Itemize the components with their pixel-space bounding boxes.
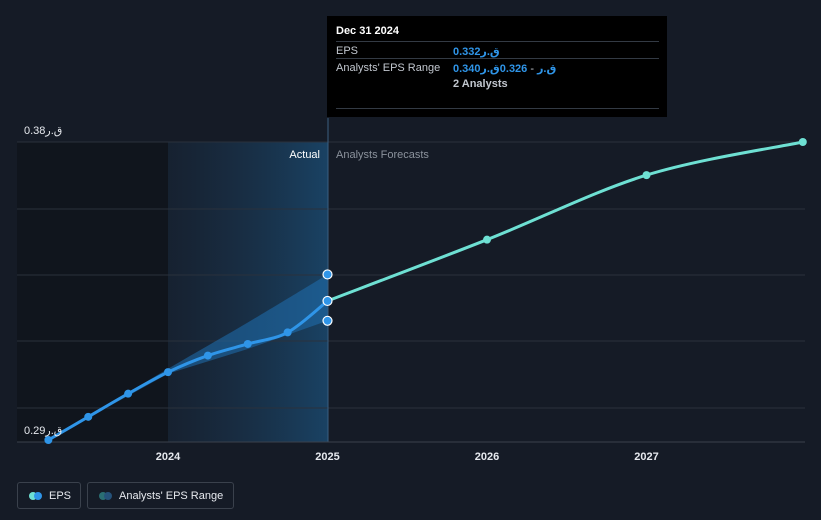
forecast-label: Analysts Forecasts <box>336 149 429 161</box>
tooltip-range-low: 0.326ق.ر <box>480 63 528 75</box>
tooltip-range-sep: - <box>530 63 535 75</box>
gridlines <box>17 141 805 409</box>
eps-point[interactable] <box>84 412 93 421</box>
tooltip-analysts: 2 Analysts <box>453 78 508 90</box>
tooltip-eps-label: EPS <box>336 45 359 57</box>
axis-layer: 0.38ق.ر 0.29ق.ر Actual Analysts Forecast… <box>24 125 659 463</box>
tooltip-range-row: Analysts' EPS Range 0.340ق.ر - 0.326ق.ر <box>336 58 659 76</box>
range-swatch-icon <box>99 491 113 500</box>
x-tick-label-2026: 2026 <box>475 451 499 463</box>
y-min-label: 0.29ق.ر <box>24 425 62 437</box>
legend-eps-label: EPS <box>49 489 72 502</box>
eps-forecast-point[interactable] <box>483 235 491 244</box>
eps-point[interactable] <box>124 389 133 398</box>
range-marker-point[interactable] <box>322 315 333 326</box>
tooltip-range-high: 0.340ق.ر <box>453 63 557 75</box>
eps-point[interactable] <box>164 368 172 377</box>
legend-range[interactable]: Analysts' EPS Range <box>87 482 234 509</box>
point-layer <box>44 138 807 444</box>
eps-forecast-point[interactable] <box>642 171 651 180</box>
x-tick-label-2027: 2027 <box>634 451 658 463</box>
tooltip-analysts-row: 2 Analysts <box>336 75 659 92</box>
eps-point[interactable] <box>283 328 292 337</box>
tooltip-range-value: 0.340ق.ر - 0.326ق.ر <box>453 62 556 75</box>
eps-swatch-icon <box>29 491 43 500</box>
past-shade <box>17 142 168 442</box>
eps-point[interactable] <box>203 351 212 360</box>
tooltip-range-label: Analysts' EPS Range <box>336 62 441 74</box>
tooltip-eps-row: EPS 0.332ق.ر <box>336 41 659 59</box>
legend-eps[interactable]: EPS <box>17 482 81 509</box>
eps-forecast-point[interactable] <box>798 138 807 146</box>
eps-forecast-line <box>326 140 805 303</box>
x-tick-label-2024: 2024 <box>156 451 181 463</box>
y-max-label: 0.38ق.ر <box>24 125 62 137</box>
legend-range-label: Analysts' EPS Range <box>119 489 224 502</box>
eps-point[interactable] <box>322 295 333 307</box>
range-marker-point[interactable] <box>322 269 333 280</box>
tooltip-date: Dec 31 2024 <box>336 25 399 37</box>
eps-point[interactable] <box>44 436 53 444</box>
eps-point[interactable] <box>243 339 252 348</box>
tooltip: Dec 31 2024 EPS 0.332ق.ر Analysts' EPS R… <box>327 16 667 117</box>
tooltip-eps-value: 0.332ق.ر <box>453 46 500 58</box>
x-tick-label-2025: 2025 <box>315 451 339 463</box>
actual-label: Actual <box>289 149 320 161</box>
tooltip-divider <box>336 108 659 109</box>
